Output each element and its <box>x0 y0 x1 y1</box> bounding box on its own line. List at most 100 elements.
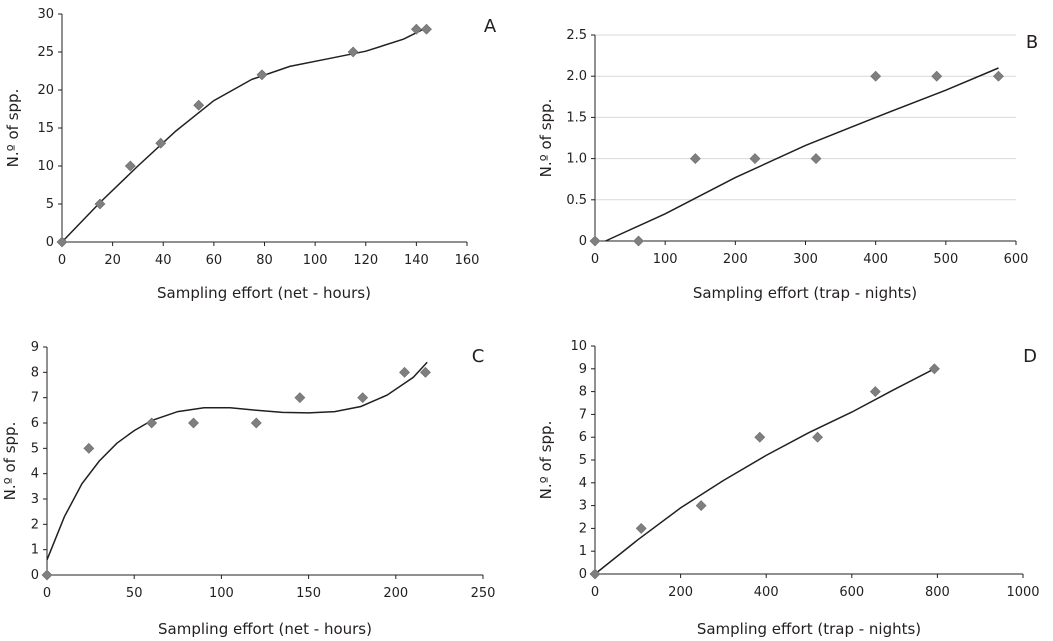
y-axis-title: N.º of spp. <box>537 99 555 178</box>
x-tick-label: 100 <box>653 252 678 267</box>
x-tick-label: 100 <box>209 586 234 601</box>
data-point <box>870 70 882 82</box>
y-tick-label: 10 <box>37 159 54 174</box>
y-tick-label: 2.5 <box>566 28 587 43</box>
x-tick-label: 200 <box>668 585 693 600</box>
data-point <box>256 69 268 81</box>
data-point <box>812 431 823 443</box>
data-point <box>695 500 707 512</box>
data-point <box>124 160 136 172</box>
trend-curve <box>594 368 935 575</box>
data-point <box>188 417 199 429</box>
y-tick-label: 6 <box>579 430 587 445</box>
data-point <box>347 46 359 58</box>
data-point <box>83 442 95 454</box>
panel-label: C <box>472 346 485 367</box>
data-point <box>589 568 601 580</box>
y-tick-label: 1 <box>579 544 587 559</box>
y-tick-label: 0 <box>46 235 54 250</box>
x-axis-title: Sampling effort (net - hours) <box>157 284 371 302</box>
y-tick-label: 6 <box>31 416 39 431</box>
y-tick-label: 0 <box>579 234 587 249</box>
data-point <box>633 235 644 247</box>
data-point <box>94 198 106 210</box>
x-tick-label: 250 <box>471 586 496 601</box>
x-tick-label: 150 <box>296 586 321 601</box>
y-tick-label: 7 <box>31 391 39 406</box>
data-point <box>589 235 601 247</box>
x-tick-label: 400 <box>754 585 779 600</box>
data-point <box>146 417 158 429</box>
y-tick-label: 2 <box>31 517 39 532</box>
trend-curve <box>46 361 428 561</box>
y-tick-label: 7 <box>579 407 587 422</box>
y-tick-label: 1.0 <box>566 152 587 167</box>
chart-panel-d: 0 1 2 3 4 5 6 7 8 9 10 0 200 400 600 800 1000 Sampling ef… <box>537 339 1040 638</box>
data-point <box>250 417 262 429</box>
x-tick-label: 160 <box>455 253 480 268</box>
x-tick-label: 500 <box>933 252 958 267</box>
y-tick-label: 5 <box>46 197 54 212</box>
data-point <box>928 363 940 375</box>
data-point <box>420 366 431 378</box>
y-tick-label: 2 <box>579 521 587 536</box>
y-tick-label: 3 <box>579 499 587 514</box>
x-tick-label: 0 <box>591 585 599 600</box>
x-axis-title: Sampling effort (net - hours) <box>158 620 372 638</box>
data-point <box>56 236 68 248</box>
y-tick-label: 15 <box>37 121 54 136</box>
data-point <box>749 153 761 165</box>
x-axis-title: Sampling effort (trap - nights) <box>697 620 921 638</box>
y-tick-label: 0.5 <box>566 193 587 208</box>
data-point <box>193 99 205 111</box>
y-tick-label: 25 <box>37 45 54 60</box>
data-point <box>155 137 167 149</box>
y-axis-title: N.º of spp. <box>537 421 555 500</box>
data-point <box>399 366 410 378</box>
data-point <box>931 70 943 82</box>
x-tick-label: 0 <box>43 586 51 601</box>
data-point <box>993 70 1004 82</box>
x-tick-label: 200 <box>723 252 748 267</box>
y-tick-label: 8 <box>579 385 587 400</box>
chart-panel-c: 0 1 2 3 4 5 6 7 8 9 0 50 100 150 200 250 Sampling effort… <box>1 340 495 638</box>
data-point <box>869 386 881 398</box>
y-tick-label: 9 <box>579 362 587 377</box>
data-point <box>294 392 306 404</box>
data-point <box>810 153 822 165</box>
y-tick-label: 10 <box>570 339 587 354</box>
y-tick-label: 4 <box>31 467 39 482</box>
panel-label: B <box>1026 32 1038 53</box>
x-tick-label: 1000 <box>1006 585 1039 600</box>
y-tick-label: 5 <box>579 453 587 468</box>
x-tick-label: 0 <box>591 252 599 267</box>
trend-curve <box>605 67 999 242</box>
y-axis-title: N.º of spp. <box>4 89 22 168</box>
x-tick-label: 40 <box>155 253 172 268</box>
x-tick-label: 120 <box>353 253 378 268</box>
data-point <box>357 392 369 404</box>
y-tick-label: 9 <box>31 340 39 355</box>
x-tick-label: 20 <box>104 253 121 268</box>
data-point <box>410 23 422 35</box>
x-tick-label: 200 <box>383 586 408 601</box>
y-tick-label: 8 <box>31 365 39 380</box>
data-point <box>635 522 647 534</box>
panel-label: A <box>484 16 497 37</box>
y-tick-label: 1.5 <box>566 110 587 125</box>
y-tick-label: 1 <box>31 543 39 558</box>
panel-label: D <box>1023 346 1037 367</box>
x-tick-label: 400 <box>863 252 888 267</box>
data-point <box>41 569 53 581</box>
y-tick-label: 5 <box>31 441 39 456</box>
x-axis-title: Sampling effort (trap - nights) <box>693 284 917 302</box>
x-tick-label: 600 <box>1004 252 1029 267</box>
data-point <box>421 23 432 35</box>
y-tick-label: 3 <box>31 492 39 507</box>
y-tick-label: 0 <box>31 568 39 583</box>
x-tick-label: 800 <box>925 585 950 600</box>
x-tick-label: 300 <box>793 252 818 267</box>
x-tick-label: 50 <box>126 586 143 601</box>
data-point <box>754 431 766 443</box>
